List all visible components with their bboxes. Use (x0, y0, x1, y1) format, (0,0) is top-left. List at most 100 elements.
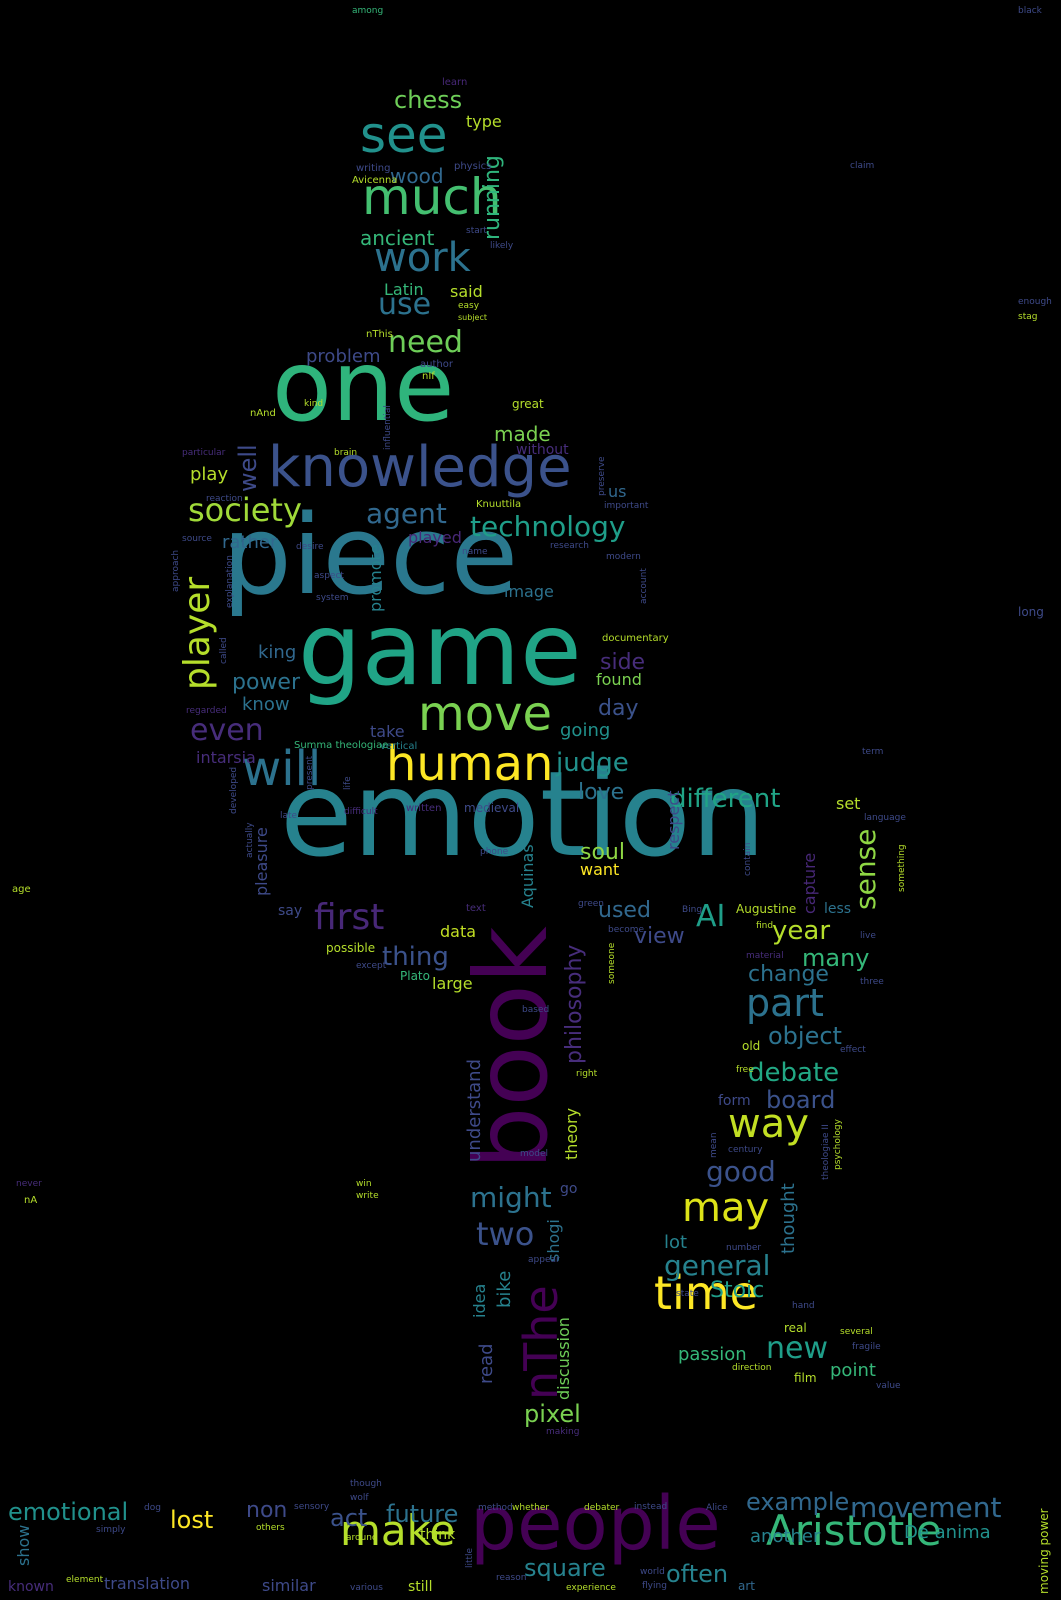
word-material: material (746, 951, 784, 961)
word-research: research (550, 541, 589, 551)
word-used: used (598, 898, 651, 923)
word-brain: brain (334, 448, 358, 458)
word-writing: writing (356, 163, 391, 174)
word-effect: effect (840, 1045, 866, 1055)
word-latin: Latin (384, 280, 424, 299)
word-psychology: psychology (833, 1119, 843, 1170)
word-life: life (343, 776, 353, 790)
word-contain: contain (743, 842, 753, 876)
word-stoic: Stoic (710, 1278, 765, 1303)
word-two: two (476, 1215, 535, 1253)
word-number: number (726, 1243, 762, 1253)
word-reaction: reaction (206, 494, 243, 504)
word-translation: translation (104, 1574, 191, 1593)
word-account: account (639, 568, 649, 604)
word-lost: lost (170, 1506, 214, 1534)
word-thing: thing (382, 942, 449, 972)
word-piece: piece (222, 491, 519, 619)
word-world: world (640, 1567, 665, 1577)
word-played: played (408, 528, 462, 547)
word-explanation: explanation (225, 555, 235, 608)
word-promote: promote (366, 544, 385, 612)
word-theory: theory (562, 1107, 581, 1160)
word-game: game (298, 591, 582, 708)
word-non: non (246, 1498, 288, 1523)
word-knuuttila: Knuuttila (476, 499, 522, 510)
word-around: around (346, 1533, 378, 1543)
word-black: black (1018, 6, 1042, 16)
word-except: except (356, 961, 387, 971)
word-among: among (352, 6, 384, 16)
word-soul: soul (580, 840, 625, 865)
word-century: century (728, 1145, 763, 1155)
word-bing: Bing (682, 905, 703, 915)
word-act: act (330, 1504, 368, 1532)
word-large: large (432, 974, 473, 993)
word-reason: reason (496, 1573, 527, 1583)
word-bike: bike (494, 1270, 515, 1308)
word-point: point (830, 1360, 876, 1381)
word-year: year (772, 916, 831, 946)
word-real: real (784, 1321, 807, 1335)
word-different: different (670, 784, 781, 814)
word-often: often (666, 1560, 729, 1588)
word-time: time (654, 1266, 758, 1320)
word-see: see (360, 106, 448, 164)
word-thought: thought (778, 1183, 799, 1254)
word-square: square (524, 1554, 606, 1582)
word-agent: agent (366, 497, 447, 530)
word-technology: technology (470, 510, 626, 543)
word-said: said (450, 282, 483, 301)
word-developed: developed (229, 766, 239, 814)
word-make: make (340, 1506, 456, 1555)
word-easy: easy (458, 301, 480, 311)
word-future: future (386, 1500, 459, 1528)
word-approach: approach (171, 549, 181, 592)
word-called: called (219, 637, 229, 664)
word-present: present (305, 755, 315, 790)
word-aquinas: Aquinas (518, 844, 537, 908)
word-less: less (824, 901, 852, 917)
word-win: win (356, 1179, 372, 1189)
word-never: never (16, 1179, 42, 1189)
word-summa-theologiae: Summa theologiae (294, 740, 389, 751)
word-still: still (408, 1579, 433, 1595)
word-capture: capture (800, 852, 819, 914)
word-stag: stag (1018, 312, 1038, 322)
word-know: know (242, 694, 290, 715)
word-day: day (598, 696, 639, 721)
word-though: though (350, 1479, 382, 1489)
word-side: side (600, 650, 646, 675)
word-whether: whether (512, 1503, 550, 1513)
word-emotion: emotion (280, 745, 766, 883)
word-old: old (742, 1039, 761, 1053)
word-will: will (242, 741, 322, 797)
word-simply: simply (96, 1525, 126, 1535)
word-think: think (420, 1527, 456, 1543)
word-hand: hand (792, 1301, 815, 1311)
word-way: way (728, 1101, 809, 1147)
word-chess: chess (394, 86, 463, 114)
word-term: term (862, 747, 884, 757)
word-little: little (465, 1547, 475, 1568)
word-debater: debater (584, 1503, 620, 1513)
word-author: author (420, 359, 453, 370)
word-society: society (188, 491, 302, 529)
word-instead: instead (634, 1502, 668, 1512)
word-aspect: aspect (314, 571, 344, 581)
word-intarsia: intarsia (196, 748, 256, 767)
word-made: made (494, 422, 551, 446)
word-na: nA (24, 1195, 38, 1206)
word-form: form (718, 1093, 751, 1109)
word-important: important (604, 501, 649, 511)
word-nif: nIf (422, 371, 435, 382)
word-learn: learn (442, 77, 468, 88)
word-board: board (766, 1086, 836, 1114)
word-debate: debate (748, 1058, 840, 1088)
word-power: power (232, 670, 300, 695)
word-desire: desire (296, 542, 324, 552)
word-flying: flying (642, 1581, 667, 1591)
word-physics: physics (454, 161, 492, 172)
word-state: state (676, 1289, 699, 1299)
word-pleasure: pleasure (252, 827, 271, 896)
